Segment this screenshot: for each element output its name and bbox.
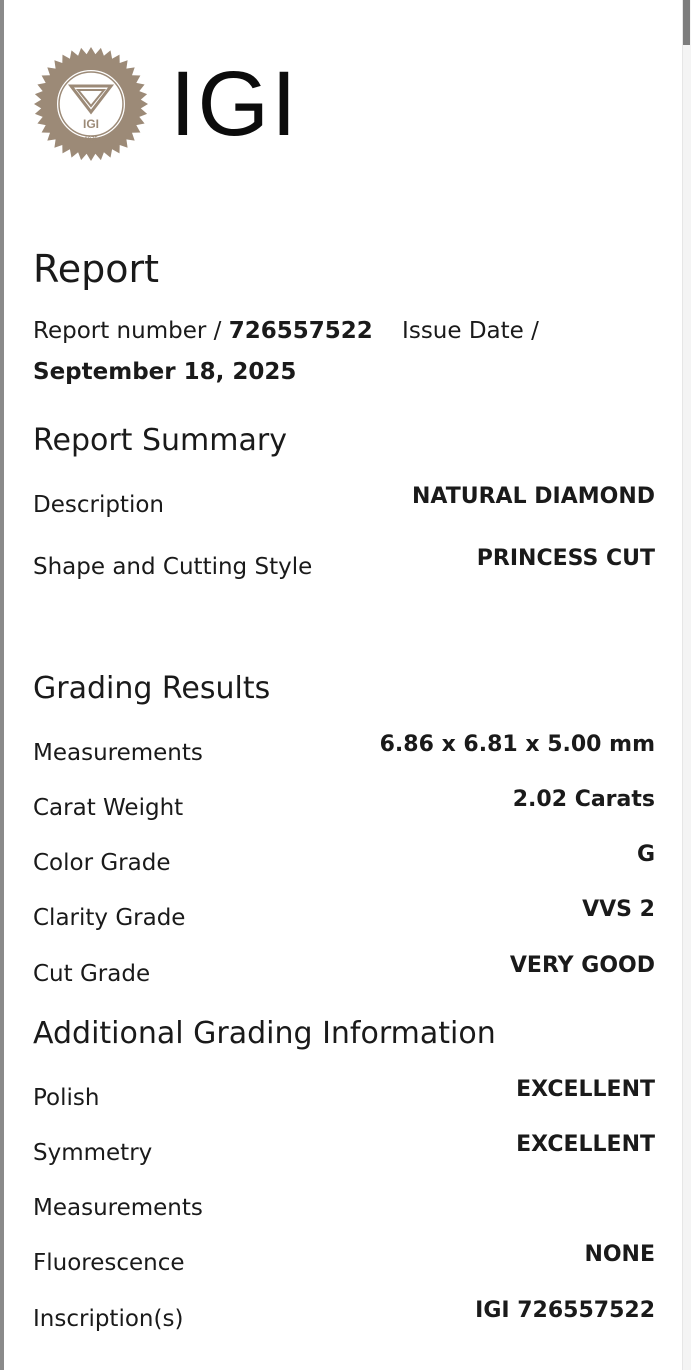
detail-row: Clarity Grade VVS 2	[33, 897, 655, 937]
detail-label: Measurements	[33, 1195, 203, 1221]
report-number-label: Report number /	[33, 318, 222, 344]
section-heading-grading: Grading Results	[33, 671, 271, 706]
detail-row: Symmetry EXCELLENT	[33, 1132, 655, 1172]
detail-label: Cut Grade	[33, 961, 151, 987]
igi-seal-logo: IGI 1975	[34, 47, 148, 161]
page-title: Report	[33, 247, 159, 291]
detail-row: Shape and Cutting Style PRINCESS CUT	[33, 546, 655, 586]
detail-label: Polish	[33, 1085, 100, 1111]
igi-wordmark: IGI	[170, 53, 299, 155]
detail-row: Carat Weight 2.02 Carats	[33, 787, 655, 827]
detail-value: EXCELLENT	[516, 1132, 655, 1157]
issue-date: September 18, 2025	[33, 359, 297, 385]
scrollbar-thumb[interactable]	[683, 0, 690, 45]
detail-label: Shape and Cutting Style	[33, 554, 313, 580]
detail-row: Fluorescence NONE	[33, 1242, 655, 1282]
svg-text:IGI: IGI	[83, 117, 99, 131]
detail-row: Measurements 6.86 x 6.81 x 5.00 mm	[33, 732, 655, 772]
detail-value: G	[636, 842, 655, 867]
detail-label: Symmetry	[33, 1140, 153, 1166]
report-number-line: Report number / 726557522 Issue Date /	[33, 318, 539, 344]
detail-row: Color Grade G	[33, 842, 655, 882]
section-heading-summary: Report Summary	[33, 423, 287, 458]
detail-row: Inscription(s) IGI 726557522	[33, 1298, 655, 1338]
detail-value: IGI 726557522	[475, 1298, 655, 1323]
detail-value: 6.86 x 6.81 x 5.00 mm	[379, 732, 655, 757]
detail-label: Inscription(s)	[33, 1306, 184, 1332]
scrollbar[interactable]	[682, 0, 691, 1370]
detail-value: VERY GOOD	[509, 953, 655, 978]
detail-label: Measurements	[33, 740, 203, 766]
svg-text:1975: 1975	[84, 137, 98, 143]
detail-label: Clarity Grade	[33, 905, 186, 931]
section-heading-additional: Additional Grading Information	[33, 1016, 496, 1051]
detail-label: Fluorescence	[33, 1250, 185, 1276]
detail-label: Color Grade	[33, 850, 171, 876]
detail-value: PRINCESS CUT	[476, 546, 655, 571]
detail-row: Measurements	[33, 1187, 655, 1227]
detail-label: Carat Weight	[33, 795, 184, 821]
window-left-border	[0, 0, 4, 1370]
report-number: 726557522	[228, 318, 373, 344]
detail-row: Description NATURAL DIAMOND	[33, 484, 655, 524]
issue-date-label: Issue Date /	[402, 318, 539, 344]
detail-value: 2.02 Carats	[512, 787, 655, 812]
detail-value: VVS 2	[582, 897, 655, 922]
detail-label: Description	[33, 492, 164, 518]
detail-value: NATURAL DIAMOND	[412, 484, 655, 509]
detail-row: Polish EXCELLENT	[33, 1077, 655, 1117]
detail-value: NONE	[584, 1242, 655, 1267]
detail-row: Cut Grade VERY GOOD	[33, 953, 655, 993]
detail-value: EXCELLENT	[516, 1077, 655, 1102]
